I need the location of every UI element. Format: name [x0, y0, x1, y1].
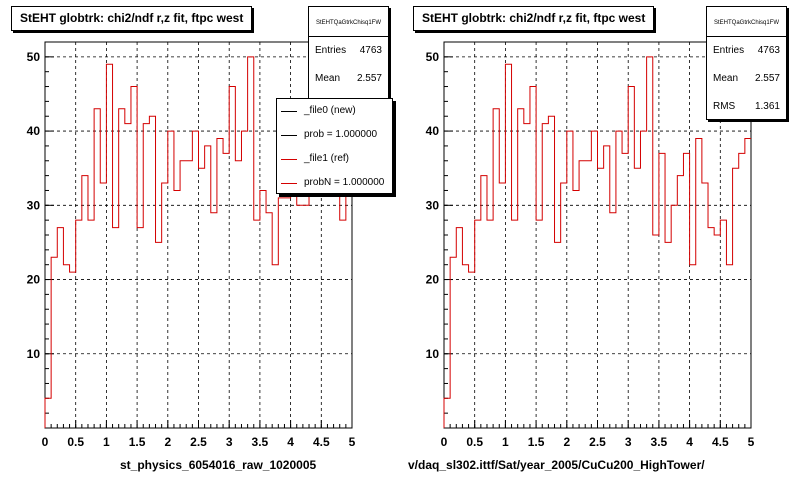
legend-entry-file0: _file0 (new)	[277, 99, 392, 123]
left-x-axis-label: st_physics_6054016_raw_1020005	[120, 458, 317, 472]
y-tick-label: 30	[426, 198, 440, 212]
y-tick-label: 40	[426, 124, 440, 138]
left-legend: _file0 (new) prob = 1.000000 _file1 (ref…	[276, 98, 393, 194]
y-tick-label: 20	[426, 273, 440, 287]
legend-line-red	[281, 183, 297, 184]
x-tick-label: 0.5	[466, 435, 483, 449]
x-tick-label: 4	[287, 435, 294, 449]
legend-entry-probN: probN = 1.000000	[277, 171, 392, 193]
right-plot-title: StEHT globtrk: chi2/ndf r,z fit, ftpc we…	[413, 6, 655, 31]
stats-value: 4763	[757, 45, 780, 56]
x-tick-label: 0	[441, 435, 448, 449]
x-tick-label: 2	[563, 435, 570, 449]
y-tick-label: 40	[27, 124, 41, 138]
legend-entry-prob: prob = 1.000000	[277, 123, 392, 147]
left-stats-name: StEHTQaGtrkChisq1FW	[309, 7, 388, 37]
legend-label: probN = 1.000000	[304, 177, 385, 188]
x-tick-label: 2.5	[190, 435, 207, 449]
left-histogram-plot: 0 0.5 1 1.5 2 2.5 3 3.5 4 4.5 5 10 20 30 40 50	[27, 41, 356, 449]
stats-label: Mean	[315, 73, 341, 84]
x-tick-label: 0	[42, 435, 49, 449]
left-stats-row-entries: Entries 4763	[309, 37, 388, 65]
legend-label: _file0 (new)	[304, 105, 356, 116]
histogram-series-line	[44, 56, 352, 428]
stats-label: Mean	[713, 73, 739, 84]
x-tick-label: 3	[226, 435, 233, 449]
legend-label: prob = 1.000000	[304, 129, 378, 140]
right-x-axis-label: v/daq_sl302.ittf/Sat/year_2005/CuCu200_H…	[408, 458, 705, 472]
x-tick-label: 4	[686, 435, 693, 449]
y-tick-label: 50	[426, 50, 440, 64]
x-tick-label: 3.5	[252, 435, 269, 449]
x-tick-label: 5	[748, 435, 755, 449]
right-plot-title-text: StEHT globtrk: chi2/ndf r,z fit, ftpc we…	[422, 11, 646, 25]
x-tick-label: 2	[164, 435, 171, 449]
x-tick-label: 3	[625, 435, 632, 449]
legend-line-black	[281, 111, 297, 112]
left-plot-title: StEHT globtrk: chi2/ndf r,z fit, ftpc we…	[11, 6, 253, 31]
x-tick-label: 5	[349, 435, 356, 449]
x-tick-label: 1.5	[528, 435, 545, 449]
histogram-series-line	[443, 56, 751, 428]
y-tick-label: 20	[27, 273, 41, 287]
right-histogram-plot: 0 0.5 1 1.5 2 2.5 3 3.5 4 4.5 5 10 20 30 40 50	[426, 41, 755, 449]
y-tick-label: 10	[426, 347, 440, 361]
right-stats-row-entries: Entries 4763	[707, 37, 786, 65]
legend-label: _file1 (ref)	[304, 153, 350, 164]
left-plot-title-text: StEHT globtrk: chi2/ndf r,z fit, ftpc we…	[20, 11, 244, 25]
stats-value: 1.361	[754, 101, 780, 112]
y-tick-label: 10	[27, 347, 41, 361]
stats-value: 2.557	[356, 73, 382, 84]
stats-value: 4763	[359, 45, 382, 56]
x-tick-label: 4.5	[712, 435, 729, 449]
x-tick-label: 0.5	[67, 435, 84, 449]
stats-label: Entries	[315, 45, 347, 56]
legend-line-black	[281, 135, 297, 136]
stats-label: RMS	[713, 101, 736, 112]
stats-value: 2.557	[754, 73, 780, 84]
x-tick-label: 2.5	[589, 435, 606, 449]
y-tick-label: 30	[27, 198, 41, 212]
y-tick-label: 50	[27, 50, 41, 64]
x-tick-label: 1.5	[129, 435, 146, 449]
left-stats-row-mean: Mean 2.557	[309, 65, 388, 93]
stats-label: Entries	[713, 45, 745, 56]
x-tick-label: 3.5	[651, 435, 668, 449]
right-stats-box: StEHTQaGtrkChisq1FW Entries 4763 Mean 2.…	[706, 6, 787, 120]
right-stats-row-rms: RMS 1.361	[707, 93, 786, 121]
x-tick-label: 4.5	[313, 435, 330, 449]
left-stats-box: StEHTQaGtrkChisq1FW Entries 4763 Mean 2.…	[308, 6, 389, 100]
right-stats-name: StEHTQaGtrkChisq1FW	[707, 7, 786, 37]
legend-entry-file1: _file1 (ref)	[277, 147, 392, 171]
right-stats-row-mean: Mean 2.557	[707, 65, 786, 93]
x-tick-label: 1	[502, 435, 509, 449]
x-tick-label: 1	[103, 435, 110, 449]
legend-line-red	[281, 159, 297, 160]
